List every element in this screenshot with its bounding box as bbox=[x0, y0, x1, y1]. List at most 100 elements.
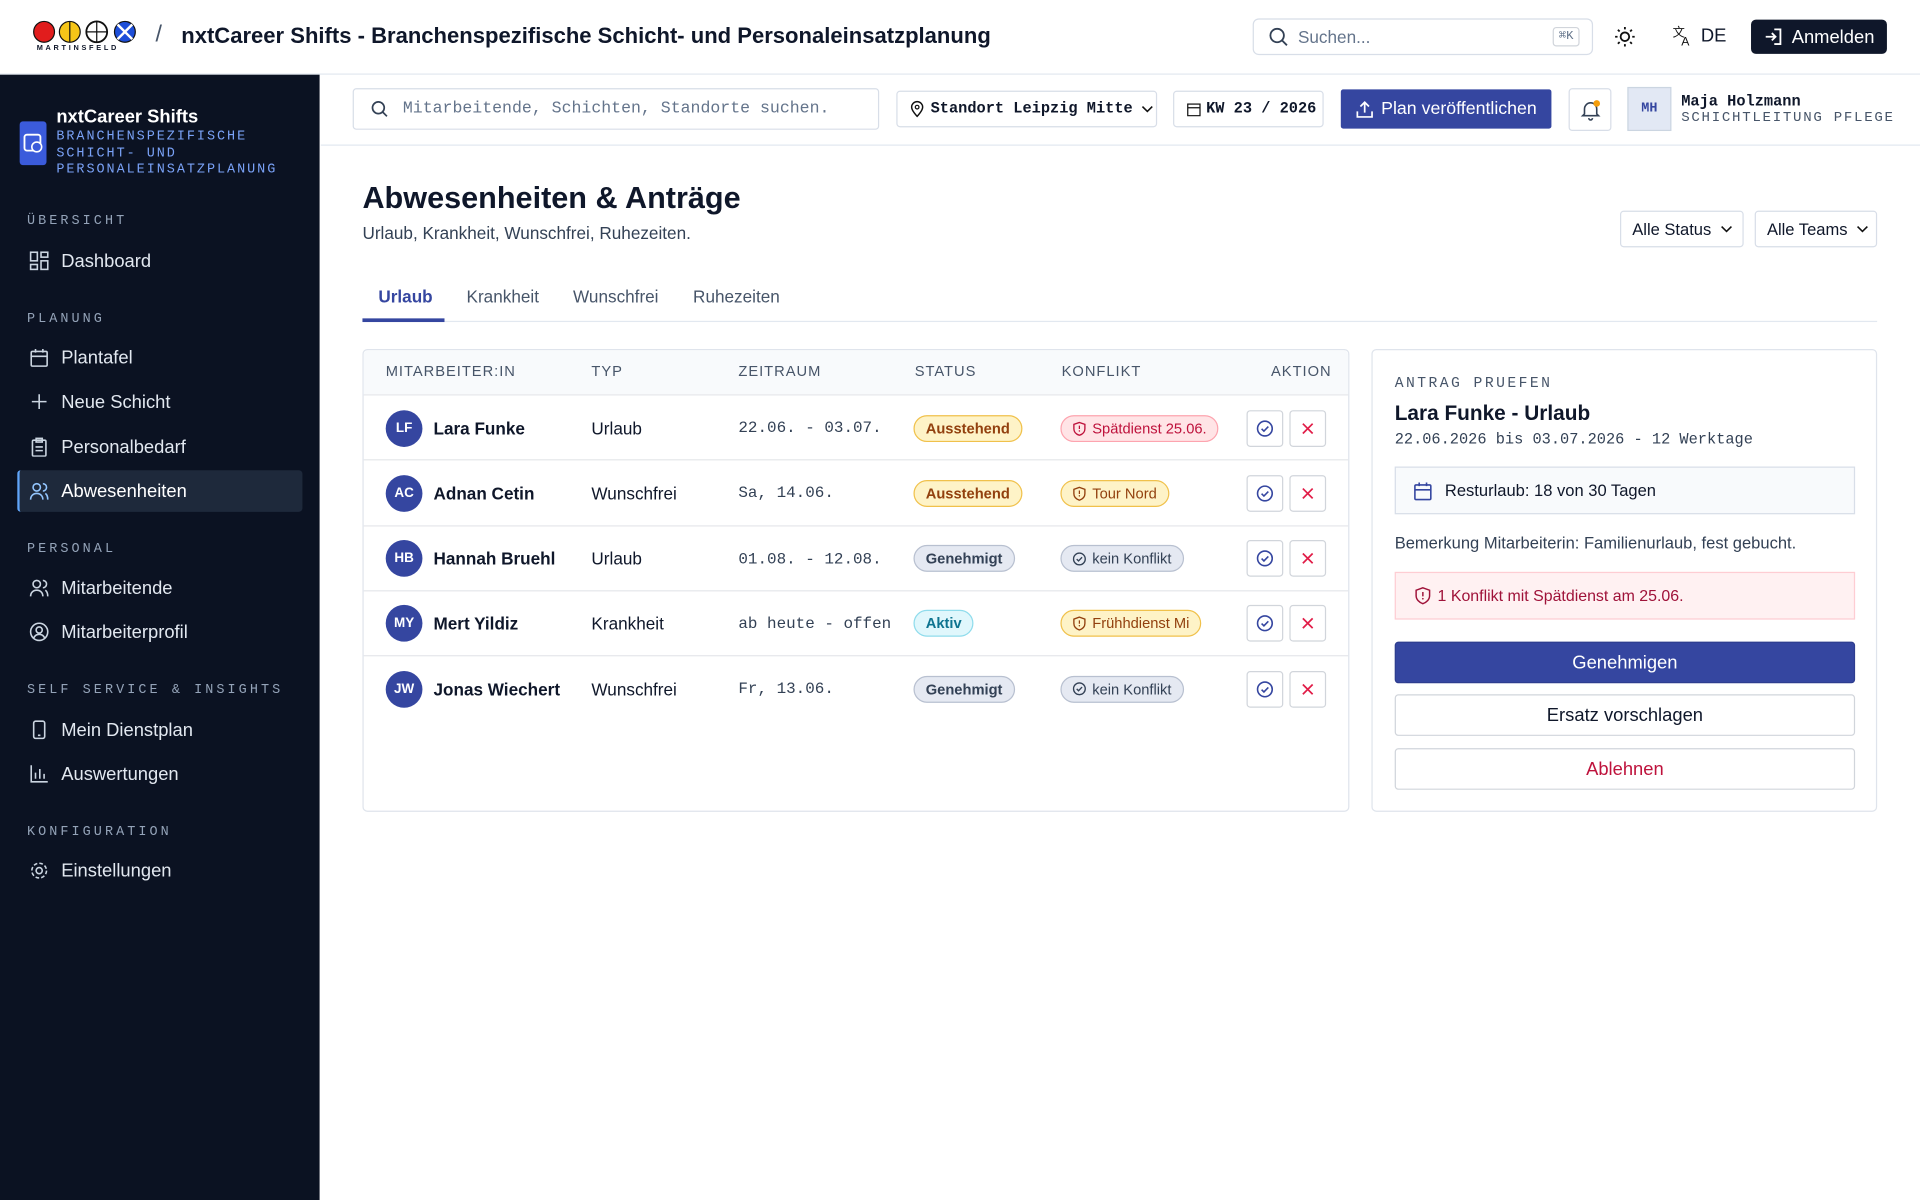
search-icon bbox=[1269, 27, 1288, 46]
table-row[interactable]: LF Lara Funke Urlaub 22.06. - 03.07. Aussteh… bbox=[363, 394, 1349, 461]
theme-toggle[interactable] bbox=[1614, 26, 1636, 48]
week-select[interactable]: KW 23 / 2026 bbox=[1173, 90, 1324, 128]
login-icon bbox=[1765, 28, 1782, 46]
period-cell: Fr, 13.06. bbox=[738, 679, 834, 699]
calendar-icon bbox=[1414, 481, 1432, 500]
status-filter[interactable]: Alle Status bbox=[1620, 210, 1744, 248]
publish-button[interactable]: Plan veröffentlichen bbox=[1340, 89, 1552, 129]
team-filter[interactable]: Alle Teams bbox=[1754, 210, 1878, 248]
approve-action[interactable] bbox=[1246, 474, 1284, 512]
pin-icon bbox=[910, 100, 924, 118]
table-row[interactable]: MY Mert Yildiz Krankheit ab heute - offen Ak… bbox=[363, 590, 1349, 656]
action-cell bbox=[1246, 461, 1327, 526]
location-select[interactable]: Standort Leipzig Mitte bbox=[896, 90, 1158, 128]
nav-item[interactable]: Mein Dienstplan bbox=[17, 709, 302, 751]
column-header: STATUS bbox=[914, 362, 977, 380]
upload-icon bbox=[1356, 100, 1373, 118]
user-role: SCHICHTLEITUNG PFLEGE bbox=[1681, 110, 1895, 127]
conflict-label: Spätdienst 25.06. bbox=[1092, 419, 1207, 437]
user-avatar[interactable]: MH bbox=[1627, 86, 1672, 132]
header-title: nxtCareer Shifts - Branchenspezifische S… bbox=[181, 23, 991, 48]
page-subtitle: Urlaub, Krankheit, Wunschfrei, Ruhezeite… bbox=[362, 222, 691, 243]
avatar: AC bbox=[385, 474, 423, 512]
approve-button[interactable]: Genehmigen bbox=[1394, 641, 1856, 684]
approve-action[interactable] bbox=[1246, 540, 1284, 577]
approve-icon bbox=[1256, 680, 1274, 698]
nav-item[interactable]: Mitarbeiterprofil bbox=[17, 611, 302, 653]
nav-item[interactable]: Neue Schicht bbox=[17, 381, 302, 423]
tab[interactable]: Wunschfrei bbox=[573, 286, 659, 307]
table-row[interactable]: AC Adnan Cetin Wunschfrei Sa, 14.06. Aussteh… bbox=[363, 459, 1349, 526]
nav-label: Mitarbeitende bbox=[61, 577, 173, 599]
nav-label: Mein Dienstplan bbox=[61, 719, 193, 741]
reject-icon bbox=[1302, 618, 1314, 630]
conflict-label: kein Konflikt bbox=[1092, 549, 1172, 568]
global-search[interactable]: Suchen... ⌘K bbox=[1252, 18, 1594, 56]
reject-action[interactable] bbox=[1289, 605, 1327, 643]
table-row[interactable]: HB Hannah Bruehl Urlaub 01.08. - 12.08. Gene… bbox=[363, 524, 1349, 591]
conflict-cell: Spätdienst 25.06. bbox=[1060, 396, 1219, 461]
type-cell: Wunschfrei bbox=[591, 679, 677, 699]
search-placeholder: Suchen... bbox=[1297, 26, 1371, 47]
detail-note: Bemerkung Mitarbeiterin: Familienurlaub,… bbox=[1394, 533, 1797, 553]
conflict-cell: Frühhdienst Mi bbox=[1060, 591, 1202, 656]
nav-label: Neue Schicht bbox=[61, 391, 171, 413]
app-icon bbox=[19, 121, 47, 166]
tab[interactable]: Urlaub bbox=[378, 286, 433, 307]
conflict-label: Frühhdienst Mi bbox=[1092, 615, 1190, 633]
avatar: LF bbox=[385, 409, 423, 447]
leave-balance: Resturlaub: 18 von 30 Tagen bbox=[1394, 466, 1856, 515]
nav-icon bbox=[29, 579, 49, 597]
nav-section-title: SELF SERVICE & INSIGHTS bbox=[26, 683, 284, 698]
nav-label: Einstellungen bbox=[61, 860, 172, 882]
nav-section-title: PERSONAL bbox=[26, 542, 117, 558]
logo bbox=[33, 20, 136, 44]
nav-item[interactable]: Mitarbeitende bbox=[17, 567, 302, 609]
shield-icon bbox=[1073, 421, 1086, 436]
nav-icon bbox=[29, 251, 49, 271]
approve-action[interactable] bbox=[1246, 670, 1284, 708]
nav-section-title: PLANUNG bbox=[26, 312, 105, 327]
reject-icon bbox=[1302, 683, 1314, 695]
tab[interactable]: Ruhezeiten bbox=[693, 286, 780, 307]
employee-search[interactable]: Mitarbeitende, Schichten, Standorte such… bbox=[352, 88, 880, 130]
notifications[interactable] bbox=[1568, 88, 1612, 132]
reject-button[interactable]: Ablehnen bbox=[1394, 748, 1856, 790]
status-badge: Ausstehend bbox=[913, 414, 1023, 442]
period-cell: 01.08. - 12.08. bbox=[738, 549, 882, 568]
type-cell: Urlaub bbox=[591, 548, 642, 569]
approve-action[interactable] bbox=[1246, 605, 1284, 643]
search-placeholder: Mitarbeitende, Schichten, Standorte such… bbox=[402, 99, 830, 119]
reject-action[interactable] bbox=[1289, 540, 1327, 577]
table-row[interactable]: JW Jonas Wiechert Wunschfrei Fr, 13.06. Gene… bbox=[363, 655, 1349, 721]
status-badge: Ausstehend bbox=[913, 479, 1023, 507]
user-name: Maja Holzmann bbox=[1681, 93, 1801, 111]
nav-item[interactable]: Auswertungen bbox=[17, 753, 302, 795]
conflict-badge: Tour Nord bbox=[1060, 479, 1170, 507]
type-cell: Krankheit bbox=[591, 613, 664, 634]
check-icon bbox=[1072, 682, 1086, 696]
nav-item[interactable]: Dashboard bbox=[17, 240, 302, 282]
nav-item[interactable]: Plantafel bbox=[17, 337, 302, 379]
tab[interactable]: Krankheit bbox=[466, 286, 539, 307]
substitute-button[interactable]: Ersatz vorschlagen bbox=[1394, 694, 1856, 736]
nav-item[interactable]: Abwesenheiten bbox=[17, 470, 303, 512]
conflict-badge: Spätdienst 25.06. bbox=[1060, 414, 1219, 442]
login-button[interactable]: Anmelden bbox=[1751, 19, 1887, 54]
logo-text: MARTINSFELD bbox=[36, 45, 120, 53]
reject-action[interactable] bbox=[1289, 409, 1327, 447]
nav-item[interactable]: Personalbedarf bbox=[17, 426, 302, 468]
reject-action[interactable] bbox=[1289, 670, 1327, 708]
nav-item[interactable]: Einstellungen bbox=[17, 850, 302, 892]
shield-icon bbox=[1073, 616, 1086, 632]
avatar: HB bbox=[385, 540, 423, 577]
status-badge: Genehmigt bbox=[913, 675, 1015, 703]
reject-action[interactable] bbox=[1289, 474, 1327, 512]
nav-icon bbox=[30, 765, 48, 783]
nav-icon bbox=[29, 482, 49, 500]
request-detail: ANTRAG PRUEFEN Lara Funke - Urlaub 22.06… bbox=[1371, 348, 1878, 812]
top-bar: MARTINSFELD / nxtCareer Shifts - Branche… bbox=[0, 0, 1920, 75]
approve-action[interactable] bbox=[1246, 409, 1284, 447]
